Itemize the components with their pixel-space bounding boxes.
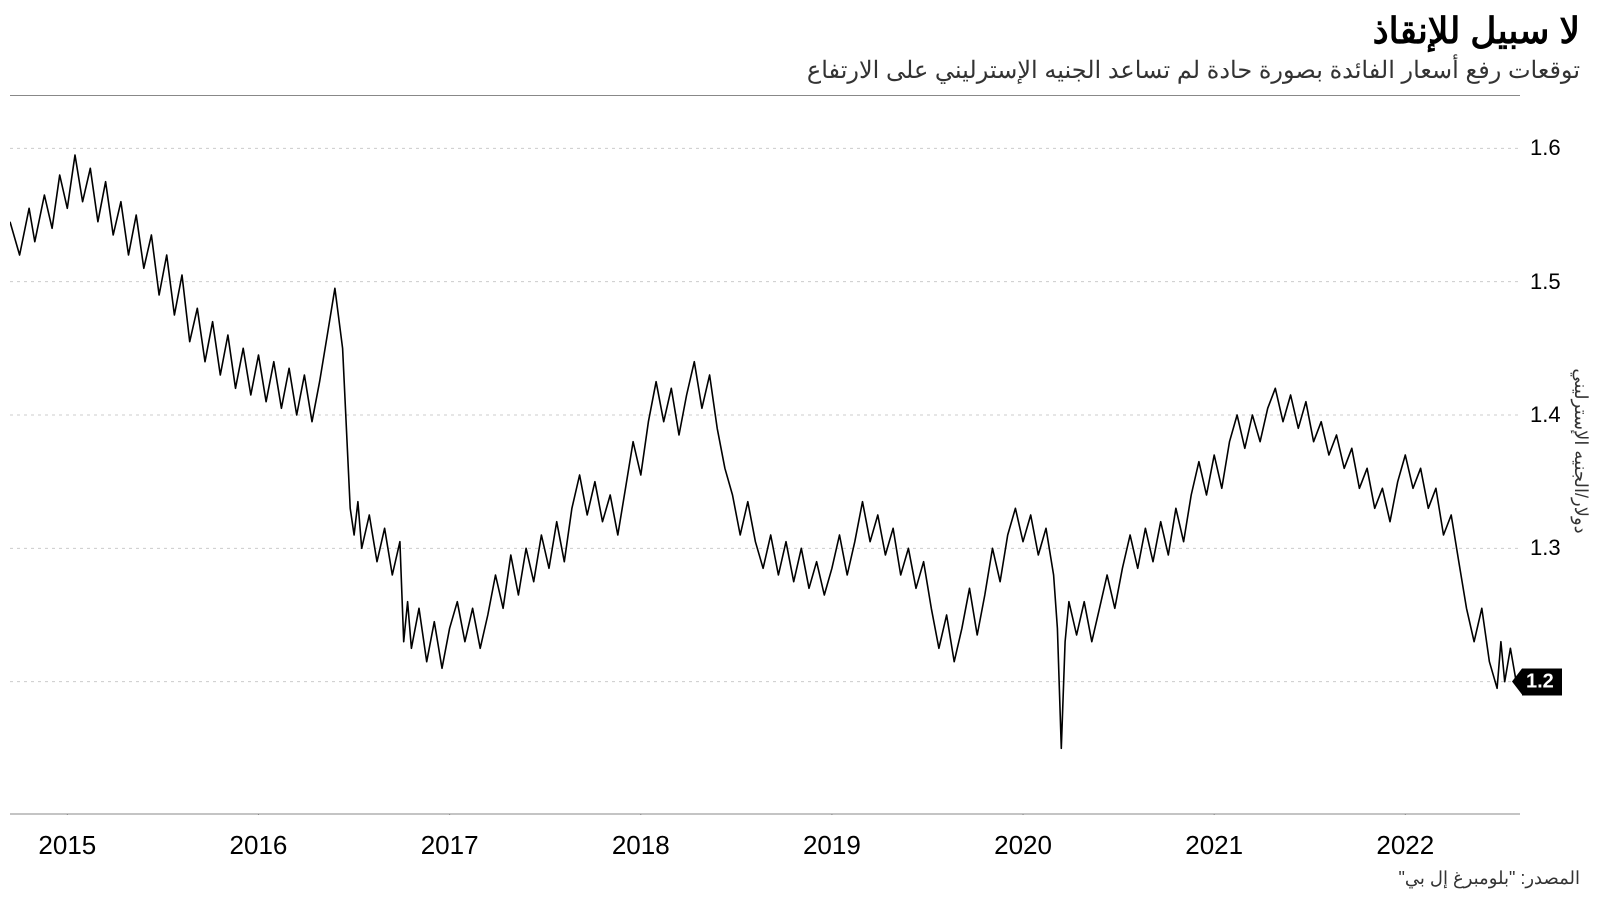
x-tick-label: 2022: [1376, 830, 1434, 861]
chart-plot-area: [10, 95, 1520, 815]
last-value-badge: 1.2: [1522, 668, 1562, 695]
x-tick-label: 2016: [230, 830, 288, 861]
chart-header: لا سبيل للإنقاذ توقعات رفع أسعار الفائدة…: [807, 10, 1580, 85]
y-tick-label: 1.4: [1530, 402, 1561, 428]
chart-subtitle: توقعات رفع أسعار الفائدة بصورة حادة لم ت…: [807, 56, 1580, 85]
last-value-text: 1.2: [1526, 670, 1554, 692]
y-axis-label: دولار/الجنيه الإسترليني: [1570, 368, 1592, 533]
y-tick-label: 1.6: [1530, 135, 1561, 161]
x-tick-label: 2021: [1185, 830, 1243, 861]
x-tick-label: 2017: [421, 830, 479, 861]
x-tick-label: 2015: [38, 830, 96, 861]
chart-title: لا سبيل للإنقاذ: [807, 10, 1580, 52]
x-tick-label: 2020: [994, 830, 1052, 861]
x-tick-label: 2018: [612, 830, 670, 861]
chart-svg: [10, 95, 1520, 815]
chart-source: المصدر: "بلومبرغ إل بي": [1398, 868, 1580, 889]
y-tick-label: 1.5: [1530, 269, 1561, 295]
y-tick-label: 1.3: [1530, 535, 1561, 561]
x-tick-label: 2019: [803, 830, 861, 861]
